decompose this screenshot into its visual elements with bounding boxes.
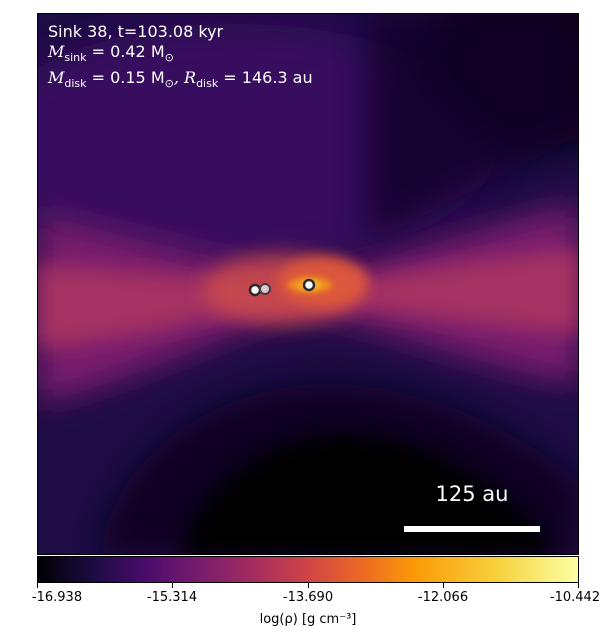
sink-mass: Msink = 0.42 M⊙: [48, 42, 313, 68]
colorbar-label: log(ρ) [g cm⁻³]: [259, 612, 357, 627]
scalebar: [404, 526, 540, 532]
m-disk-value: = 0.15 M: [86, 68, 165, 88]
m-disk-sub: disk: [64, 77, 87, 91]
colorbar-tick: [443, 583, 444, 588]
r-disk-symbol: , R: [173, 68, 197, 88]
colorbar-tick-label: -13.690: [282, 590, 334, 605]
sink-b: [259, 283, 271, 295]
disk-props: Mdisk = 0.15 M⊙, Rdisk = 146.3 au: [48, 68, 313, 94]
m-sink-symbol: M: [48, 42, 65, 61]
scalebar-label: 125 au: [435, 482, 509, 506]
colorbar-tick: [308, 583, 309, 588]
density-map-panel: Sink 38, t=103.08 kyr Msink = 0.42 M⊙ Md…: [37, 13, 579, 555]
sink-c: [302, 278, 316, 292]
sink-a: [248, 283, 262, 297]
sink-info: Sink 38, t=103.08 kyr Msink = 0.42 M⊙ Md…: [48, 22, 313, 94]
m-disk-unit-sub: ⊙: [164, 77, 174, 91]
colorbar-tick-label: -12.066: [417, 590, 469, 605]
colorbar-tick-label: -15.314: [146, 590, 198, 605]
colorbar-tick-label: -16.938: [31, 590, 83, 605]
r-disk-sub: disk: [196, 77, 219, 91]
colorbar-tick: [578, 583, 579, 588]
m-sink-unit-sub: ⊙: [164, 51, 174, 65]
sink-title: Sink 38, t=103.08 kyr: [48, 22, 224, 41]
colorbar: [37, 556, 579, 583]
r-disk-value: = 146.3 au: [218, 68, 313, 88]
m-sink-value: = 0.42 M: [86, 42, 165, 61]
m-disk-symbol: M: [48, 68, 65, 88]
colorbar-tick-label: -10.442: [549, 590, 601, 605]
density-map: [38, 14, 578, 554]
colorbar-tick: [172, 583, 173, 588]
m-sink-sub: sink: [64, 51, 87, 65]
colorbar-tick: [37, 583, 38, 588]
